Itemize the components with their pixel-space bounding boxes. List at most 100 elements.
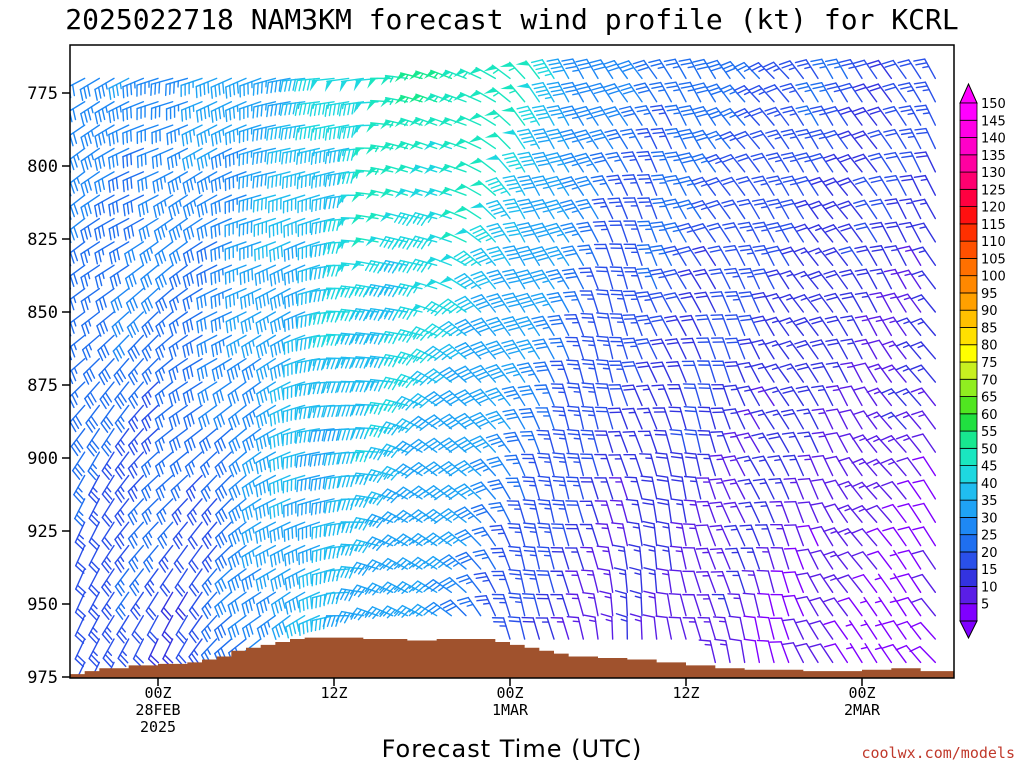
wind-barb — [224, 241, 247, 261]
wind-barb — [186, 498, 203, 526]
wind-barb — [743, 615, 761, 640]
wind-barb — [913, 174, 937, 196]
wind-barb — [896, 457, 922, 477]
wind-barb — [503, 431, 526, 453]
wind-barb — [127, 451, 145, 479]
wind-barb — [122, 77, 145, 99]
y-tick-label: 925 — [27, 522, 58, 542]
wind-barb — [551, 523, 570, 547]
wind-barb — [579, 290, 599, 313]
wind-barb — [337, 428, 365, 441]
credit-link[interactable]: coolwx.com/models — [861, 744, 1015, 762]
wind-barb — [364, 469, 394, 483]
wind-barb — [811, 408, 834, 430]
wind-barb — [164, 77, 189, 97]
colorbar-swatch — [959, 206, 978, 225]
wind-barb — [212, 381, 233, 406]
wind-barb — [337, 239, 365, 251]
wind-barb — [609, 336, 629, 360]
wind-barb — [697, 453, 717, 477]
wind-barb — [101, 428, 115, 457]
wind-barb — [394, 283, 423, 297]
wind-barb — [590, 175, 614, 196]
wind-barb — [825, 432, 849, 453]
wind-barb — [255, 334, 277, 359]
wind-barb — [793, 223, 819, 243]
wind-barb — [201, 614, 218, 643]
wind-barb — [782, 454, 805, 477]
wind-barb — [545, 246, 570, 266]
wind-barb — [393, 581, 423, 595]
wind-barb — [614, 590, 629, 617]
wind-barb — [521, 616, 541, 640]
wind-barb — [656, 568, 673, 594]
wind-barb — [214, 451, 233, 478]
wind-barb — [682, 570, 702, 594]
wind-barb — [394, 463, 423, 479]
wind-barb — [837, 504, 863, 523]
wind-barb — [409, 438, 438, 453]
wind-barb — [851, 481, 878, 500]
wind-barb — [531, 175, 555, 196]
wind-barb — [738, 267, 761, 290]
wind-barb — [608, 454, 629, 477]
wind-barb — [438, 93, 467, 103]
wind-barb — [648, 59, 673, 80]
colorbar-swatch — [959, 551, 978, 570]
wind-barb — [729, 638, 746, 664]
wind-barb — [127, 521, 145, 549]
wind-barb — [705, 177, 731, 196]
wind-barb — [469, 412, 497, 430]
wind-barb — [241, 521, 262, 546]
x-tick-label: 12Z — [672, 684, 699, 702]
wind-barb — [141, 428, 159, 455]
wind-barb — [70, 428, 86, 457]
wind-barb — [853, 199, 878, 220]
wind-barb — [793, 270, 819, 290]
wind-barb — [187, 521, 203, 550]
wind-barb — [297, 521, 321, 541]
wind-barb — [533, 361, 555, 383]
wind-barb — [619, 128, 643, 150]
colorbar-swatch — [959, 430, 978, 449]
wind-barb — [912, 502, 937, 523]
wind-barb — [158, 544, 174, 573]
wind-barb — [869, 221, 893, 243]
wind-barb — [910, 597, 937, 617]
wind-barb — [764, 316, 790, 337]
wind-barb — [137, 171, 159, 193]
wind-barb — [545, 269, 570, 290]
wind-barb — [589, 106, 614, 126]
wind-barb — [697, 429, 717, 453]
wind-barb — [210, 124, 233, 147]
wind-barb — [678, 105, 702, 126]
wind-barb — [501, 386, 526, 407]
wind-barb — [224, 264, 247, 285]
wind-barb — [911, 573, 937, 594]
wind-barb — [807, 247, 834, 266]
wind-barb — [600, 613, 614, 640]
wind-barb — [636, 267, 658, 290]
wind-barb — [779, 222, 805, 243]
wind-barb — [909, 621, 937, 640]
wind-barb — [365, 236, 394, 247]
wind-barb — [508, 592, 526, 617]
wind-barb — [505, 477, 526, 500]
wind-barb — [860, 642, 878, 664]
wind-barb — [650, 197, 673, 220]
wind-barb — [154, 404, 174, 431]
wind-barb — [284, 591, 306, 615]
wind-barb — [182, 358, 203, 382]
wind-barb — [709, 291, 731, 313]
wind-barb — [535, 593, 555, 617]
wind-barb — [550, 570, 570, 594]
wind-barb — [822, 153, 849, 173]
wind-barb — [764, 340, 790, 360]
wind-barb — [282, 428, 306, 447]
wind-barb — [913, 81, 937, 103]
y-tick-label: 775 — [27, 84, 58, 104]
wind-barb — [147, 638, 160, 668]
wind-barb — [809, 549, 834, 570]
wind-barb — [724, 547, 746, 570]
wind-barb — [501, 362, 526, 383]
